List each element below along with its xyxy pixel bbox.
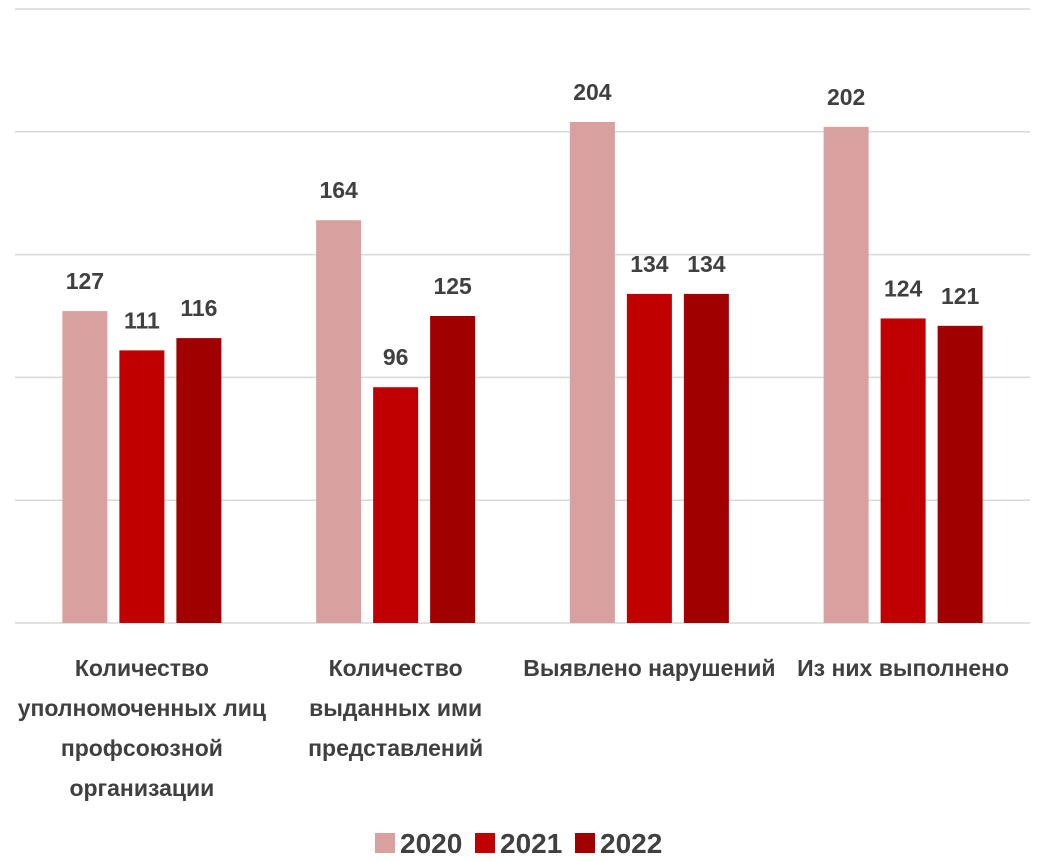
data-label: 116 (180, 295, 217, 321)
bar (880, 318, 926, 623)
x-tick-label: Выявлено нарушений (523, 655, 776, 681)
bar (62, 311, 108, 623)
bar (823, 126, 869, 623)
bar (373, 387, 419, 623)
bar (683, 293, 729, 623)
legend-swatch (575, 833, 595, 853)
data-label: 121 (941, 283, 980, 309)
bar (316, 220, 362, 623)
legend-label: 2021 (500, 828, 562, 859)
bar (119, 350, 165, 623)
legend-label: 2020 (400, 828, 462, 859)
data-label: 164 (319, 177, 358, 203)
x-tick-label: Из них выполнено (797, 655, 1010, 681)
data-label: 134 (687, 251, 726, 277)
data-label: 125 (433, 273, 472, 299)
data-label: 127 (66, 268, 104, 294)
bar (569, 121, 615, 623)
legend-swatch (475, 833, 495, 853)
legend-swatch (375, 833, 395, 853)
legend-label: 2022 (600, 828, 662, 859)
bar (937, 325, 983, 623)
data-label: 204 (573, 79, 612, 105)
data-label: 124 (884, 275, 923, 301)
bar (176, 338, 222, 623)
x-tick-label: Количество выданных ими представлений (308, 655, 484, 761)
bar (430, 316, 476, 623)
x-tick-label: Количество уполномоченных лиц профсоюзно… (17, 655, 266, 801)
data-label: 96 (383, 344, 409, 370)
bar (626, 293, 672, 623)
data-label: 202 (827, 84, 865, 110)
data-label: 134 (630, 251, 669, 277)
data-label: 111 (124, 307, 160, 333)
